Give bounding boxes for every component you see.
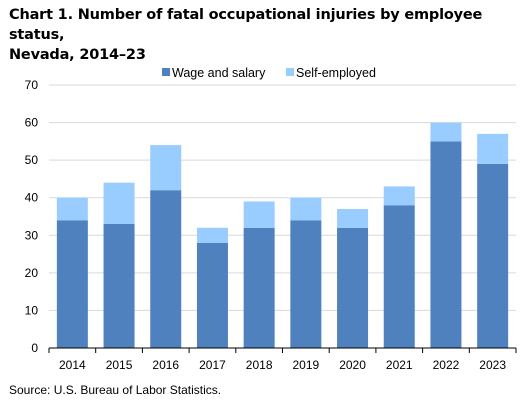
bar-wage-and-salary-2015 — [103, 224, 135, 348]
y-axis: 0 10 20 30 40 50 60 70 — [25, 78, 39, 355]
legend-label: Wage and salary — [172, 66, 266, 80]
bar-wage-and-salary-2016 — [150, 190, 182, 348]
bar-wage-and-salary-2020 — [337, 227, 369, 348]
chart-title: Chart 1. Number of fatal occupational in… — [9, 5, 524, 65]
legend-label: Self-employed — [296, 66, 376, 80]
x-tick-label: 2014 — [59, 358, 86, 372]
bars — [56, 122, 509, 348]
bar-self-employed-2015 — [103, 182, 135, 225]
x-tick-label: 2017 — [199, 358, 226, 372]
bar-wage-and-salary-2017 — [196, 242, 228, 348]
bar-wage-and-salary-2023 — [477, 163, 509, 348]
chart-title-line-2: Nevada, 2014–23 — [9, 47, 146, 63]
bar-wage-and-salary-2019 — [290, 220, 322, 348]
x-tick-label: 2015 — [106, 358, 133, 372]
x-axis: 2014 2015 2016 2017 2018 2019 2020 2021 2022 2023 — [48, 347, 517, 372]
x-tick-label: 2021 — [386, 358, 413, 372]
source-note: Source: U.S. Bureau of Labor Statistics. — [9, 383, 222, 397]
x-tick-label: 2022 — [433, 358, 460, 372]
x-tick-label: 2023 — [479, 358, 506, 372]
bar-self-employed-2020 — [337, 208, 369, 228]
y-tick-label: 0 — [31, 341, 38, 355]
bar-self-employed-2022 — [430, 122, 462, 142]
x-tick-label: 2020 — [339, 358, 366, 372]
bar-self-employed-2014 — [56, 197, 88, 221]
bar-wage-and-salary-2014 — [56, 220, 88, 348]
y-tick-label: 40 — [25, 191, 39, 205]
x-tick-label: 2019 — [292, 358, 319, 372]
y-tick-label: 10 — [25, 303, 39, 317]
bar-wage-and-salary-2022 — [430, 141, 462, 348]
bar-self-employed-2018 — [243, 201, 275, 228]
y-tick-label: 60 — [25, 116, 39, 130]
bar-self-employed-2016 — [150, 145, 182, 191]
bar-self-employed-2021 — [383, 186, 415, 206]
x-tick-label: 2018 — [246, 358, 273, 372]
legend-swatch — [286, 68, 294, 76]
legend-swatch — [162, 68, 170, 76]
legend: Wage and salary Self-employed — [162, 66, 376, 80]
bar-wage-and-salary-2021 — [383, 205, 415, 348]
y-tick-label: 50 — [25, 153, 39, 167]
bar-wage-and-salary-2018 — [243, 227, 275, 348]
bar-self-employed-2017 — [196, 227, 228, 243]
x-tick-label: 2016 — [152, 358, 179, 372]
bar-self-employed-2023 — [477, 133, 509, 164]
y-tick-label: 20 — [25, 266, 39, 280]
y-tick-label: 70 — [25, 78, 39, 92]
bar-self-employed-2019 — [290, 197, 322, 221]
chart-title-line-1: Chart 1. Number of fatal occupational in… — [9, 7, 483, 43]
y-tick-label: 30 — [25, 228, 39, 242]
